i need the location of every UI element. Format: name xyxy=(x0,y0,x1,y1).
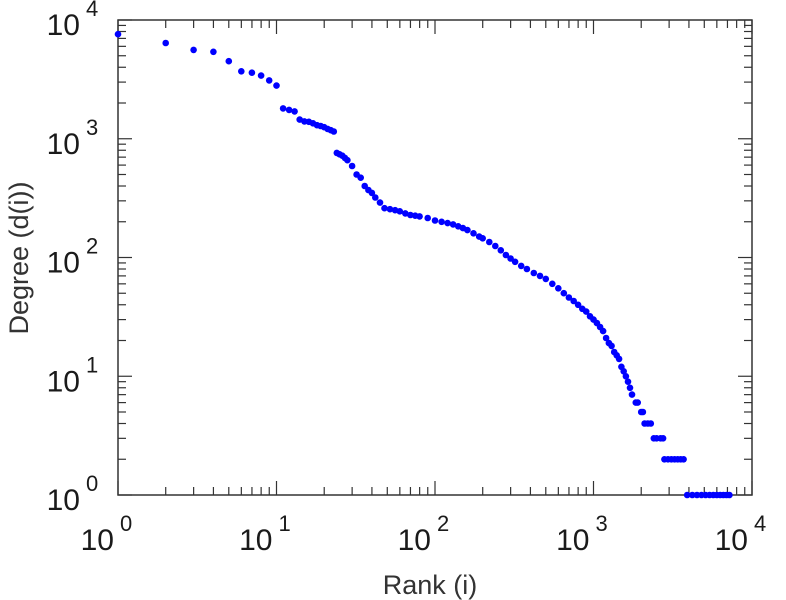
data-point xyxy=(372,194,379,201)
y-tick-exponent: 1 xyxy=(86,352,98,377)
data-point xyxy=(680,456,687,463)
y-tick-label: 10 xyxy=(47,365,80,398)
y-axis-title: Degree (d(i)) xyxy=(4,181,34,334)
data-point xyxy=(570,297,577,305)
data-point xyxy=(424,214,432,222)
data-point xyxy=(560,289,568,297)
data-point xyxy=(582,308,590,315)
data-point xyxy=(444,219,451,227)
data-point xyxy=(330,128,338,135)
data-point xyxy=(431,217,439,224)
data-point xyxy=(376,199,384,206)
data-point xyxy=(357,174,365,181)
x-axis-title: Rank (i) xyxy=(383,570,478,600)
y-tick-exponent: 2 xyxy=(86,234,98,259)
x-tick-label: 10 xyxy=(239,524,272,557)
y-tick-label: 10 xyxy=(47,247,80,280)
data-point xyxy=(416,213,423,220)
data-point xyxy=(634,399,641,406)
data-point xyxy=(470,230,477,237)
data-point xyxy=(368,189,376,197)
data-point xyxy=(162,39,169,47)
data-point xyxy=(348,162,356,170)
y-tick-label: 10 xyxy=(47,9,80,42)
data-point xyxy=(530,269,538,277)
data-point xyxy=(273,82,280,89)
data-point xyxy=(622,373,630,380)
data-point xyxy=(386,205,394,213)
x-tick-exponent: 1 xyxy=(279,511,291,536)
data-point xyxy=(517,262,525,270)
data-point xyxy=(647,420,655,427)
data-point xyxy=(565,294,573,301)
data-point xyxy=(257,72,265,79)
y-tick-exponent: 0 xyxy=(86,471,98,496)
data-point xyxy=(479,235,487,242)
data-point xyxy=(114,30,122,38)
data-point xyxy=(265,77,273,84)
data-point xyxy=(396,208,404,215)
data-point xyxy=(615,355,623,363)
data-point xyxy=(248,69,256,76)
x-tick-exponent: 0 xyxy=(120,511,132,536)
data-point xyxy=(225,57,233,65)
data-point xyxy=(190,46,197,54)
data-point xyxy=(381,204,388,212)
data-points xyxy=(114,30,733,499)
x-tick-exponent: 2 xyxy=(437,511,449,536)
data-point xyxy=(238,68,245,75)
data-point xyxy=(683,491,691,499)
data-point xyxy=(449,221,457,228)
data-point xyxy=(497,247,505,254)
data-point xyxy=(599,327,607,335)
data-point xyxy=(511,258,519,266)
data-point xyxy=(438,218,445,226)
data-point xyxy=(464,226,471,234)
axis-ticks xyxy=(117,19,753,496)
y-tick-exponent: 4 xyxy=(86,0,98,21)
data-point xyxy=(620,368,627,375)
data-point xyxy=(726,491,733,499)
data-point xyxy=(210,48,217,56)
data-point xyxy=(486,238,493,246)
x-tick-label: 10 xyxy=(81,524,114,557)
data-point xyxy=(639,408,647,416)
data-point xyxy=(659,435,667,442)
x-tick-exponent: 4 xyxy=(754,511,766,536)
x-tick-label: 10 xyxy=(398,524,431,557)
data-point xyxy=(555,285,562,292)
data-point xyxy=(542,275,550,283)
data-point xyxy=(624,378,632,386)
data-point xyxy=(291,108,298,115)
x-tick-label: 10 xyxy=(715,524,748,557)
data-point xyxy=(549,280,556,288)
data-point xyxy=(492,242,499,250)
x-tick-label: 10 xyxy=(556,524,589,557)
y-tick-exponent: 3 xyxy=(86,115,98,140)
data-point xyxy=(608,342,615,350)
y-tick-label: 10 xyxy=(47,484,80,517)
data-point xyxy=(502,251,510,259)
data-point xyxy=(602,334,610,342)
data-point xyxy=(402,210,409,217)
data-point xyxy=(279,105,287,112)
plot-frame xyxy=(117,19,753,496)
data-point xyxy=(689,491,696,499)
data-point xyxy=(523,265,531,273)
x-tick-exponent: 3 xyxy=(596,511,608,536)
data-point xyxy=(628,391,636,398)
y-tick-label: 10 xyxy=(47,128,80,161)
data-point xyxy=(574,301,582,309)
data-point xyxy=(626,384,634,392)
data-point xyxy=(536,272,544,280)
data-point xyxy=(344,156,351,164)
data-point xyxy=(285,106,293,114)
